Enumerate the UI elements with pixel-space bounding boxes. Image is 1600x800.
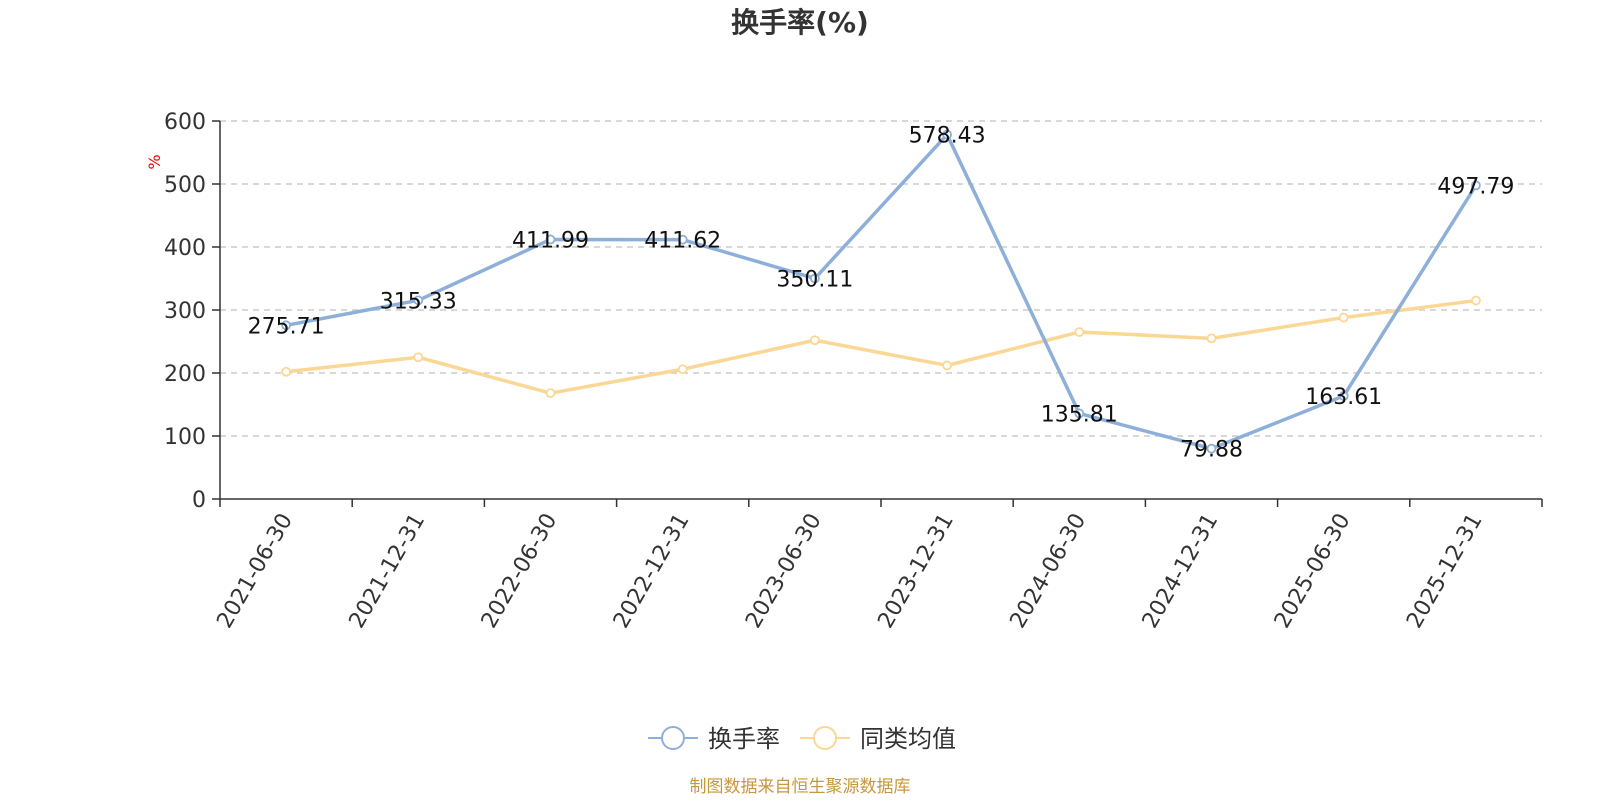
chart-title: 换手率(%) [731, 6, 869, 39]
source-note: 制图数据来自恒生聚源数据库 [690, 777, 911, 797]
x-tick-label: 2024-12-31 [1138, 509, 1224, 632]
data-point [942, 129, 952, 140]
data-label: 578.43 [909, 124, 986, 149]
series-line [285, 132, 1478, 451]
legend[interactable]: 换手率 同类均值 [648, 725, 956, 753]
data-point [677, 364, 688, 375]
data-point [1206, 333, 1217, 344]
data-label: 411.62 [644, 229, 721, 254]
y-tick-label: 0 [192, 488, 206, 513]
x-tick-label: 2022-12-31 [609, 509, 695, 632]
legend-label: 换手率 [708, 725, 780, 753]
x-tick-label: 2022-06-30 [477, 509, 563, 632]
data-label: 315.33 [380, 289, 457, 314]
data-label: 135.81 [1041, 402, 1118, 427]
x-tick-label: 2021-06-30 [212, 509, 298, 632]
data-point [1471, 180, 1481, 191]
data-point [545, 388, 556, 399]
series-line [285, 298, 1477, 395]
data-point [1338, 312, 1349, 323]
data-point [942, 360, 952, 371]
data-point [1206, 443, 1217, 454]
data-label: 497.79 [1437, 174, 1514, 199]
x-tick-label: 2021-12-31 [345, 509, 431, 632]
data-point [810, 273, 820, 284]
y-tick-label: 300 [164, 299, 206, 324]
y-tick-label: 200 [164, 362, 206, 387]
axes: 0 100 200 300 400 500 600 2021-06-30 2021-12-31 2… [164, 110, 1543, 633]
x-tick-label: 2025-06-30 [1270, 509, 1356, 632]
x-tick-label: 2023-06-30 [741, 509, 827, 632]
y-axis-unit-label: % [145, 154, 164, 169]
y-tick-label: 500 [164, 173, 206, 198]
data-point [281, 320, 292, 331]
data-point [1471, 295, 1481, 306]
data-point [677, 234, 688, 245]
legend-marker [813, 726, 837, 750]
legend-label: 同类均值 [860, 725, 956, 753]
data-label: 350.11 [776, 267, 853, 292]
series-lines [281, 129, 1481, 454]
data-point [1338, 391, 1349, 401]
data-point [1074, 327, 1085, 337]
data-labels: 275.71 315.33 411.99 411.62 350.11 578.43 135.… [248, 124, 1515, 463]
x-tick-label: 2023-12-31 [873, 509, 959, 632]
data-point [810, 335, 820, 346]
data-point [281, 366, 292, 377]
data-label: 275.71 [248, 314, 325, 339]
data-label: 411.99 [512, 228, 589, 253]
data-point [545, 234, 556, 245]
x-tick-label: 2024-06-30 [1006, 509, 1092, 632]
data-point [1074, 408, 1085, 419]
y-tick-label: 400 [164, 236, 206, 261]
data-label: 163.61 [1305, 385, 1382, 410]
data-point [413, 352, 424, 363]
data-point [413, 295, 424, 306]
data-label: 79.88 [1180, 438, 1243, 463]
y-tick-label: 600 [164, 110, 206, 135]
x-tick-label: 2025-12-31 [1402, 509, 1488, 632]
legend-marker [661, 726, 685, 750]
grid-lines [220, 120, 1542, 437]
y-tick-label: 100 [164, 425, 206, 450]
